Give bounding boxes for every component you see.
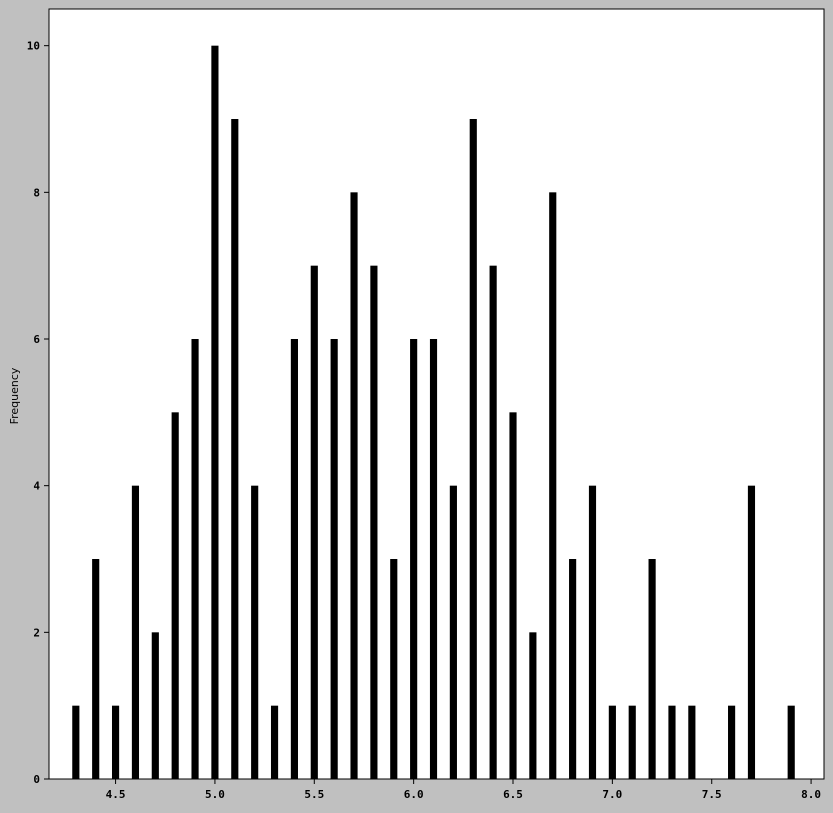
histogram-bar: [171, 412, 179, 779]
x-tick-label: 7.0: [602, 788, 622, 801]
histogram-bar: [231, 119, 239, 779]
histogram-bar: [151, 632, 159, 779]
histogram-bar: [569, 559, 577, 779]
histogram-bar: [72, 705, 80, 779]
histogram-bar: [211, 45, 219, 780]
histogram-bar: [728, 705, 736, 779]
x-tick-label: 7.5: [702, 788, 722, 801]
histogram-bar: [787, 705, 795, 779]
histogram-bar: [509, 412, 517, 779]
y-tick-label: 4: [33, 480, 40, 493]
histogram-bar: [290, 339, 298, 779]
histogram-bar: [251, 485, 259, 779]
x-tick-label: 4.5: [106, 788, 126, 801]
histogram-bar: [330, 339, 338, 779]
histogram-bar: [370, 265, 378, 779]
bars-group: [72, 45, 795, 780]
histogram-bar: [131, 485, 140, 779]
y-tick-label: 0: [33, 773, 40, 786]
histogram-bar: [688, 705, 696, 779]
histogram-bar: [588, 485, 597, 779]
histogram-bar: [668, 705, 676, 779]
histogram-bar: [489, 265, 497, 779]
histogram-bar: [410, 339, 418, 779]
histogram-bar: [469, 119, 477, 779]
histogram-bar: [310, 265, 318, 779]
y-axis: 0 2 4 6 8 10: [27, 40, 49, 786]
histogram-bar: [529, 632, 537, 779]
histogram-bar: [628, 705, 636, 779]
y-tick-label: 2: [33, 626, 40, 639]
histogram-bar: [270, 705, 279, 779]
histogram-bar: [449, 485, 457, 779]
y-tick-label: 10: [27, 40, 40, 53]
x-tick-label: 5.0: [205, 788, 225, 801]
y-tick-label: 8: [33, 186, 40, 199]
x-tick-label: 6.5: [503, 788, 523, 801]
x-tick-label: 6.0: [404, 788, 424, 801]
histogram-bar: [191, 339, 199, 779]
y-axis-label: Frequency: [8, 367, 21, 424]
histogram-bar: [350, 192, 358, 779]
histogram-bar: [549, 192, 557, 779]
histogram-bar: [608, 705, 616, 779]
histogram-bar: [747, 485, 756, 779]
x-tick-label: 5.5: [304, 788, 324, 801]
histogram-bar: [111, 705, 120, 779]
histogram-bar: [429, 339, 438, 779]
histogram-bar: [92, 559, 100, 779]
histogram-bar: [648, 559, 656, 779]
histogram-bar: [390, 559, 398, 779]
x-tick-label: 8.0: [801, 788, 821, 801]
x-axis: 4.5 5.0 5.5 6.0 6.5 7.0 7.5 8.0: [106, 779, 821, 801]
y-tick-label: 6: [33, 333, 40, 346]
